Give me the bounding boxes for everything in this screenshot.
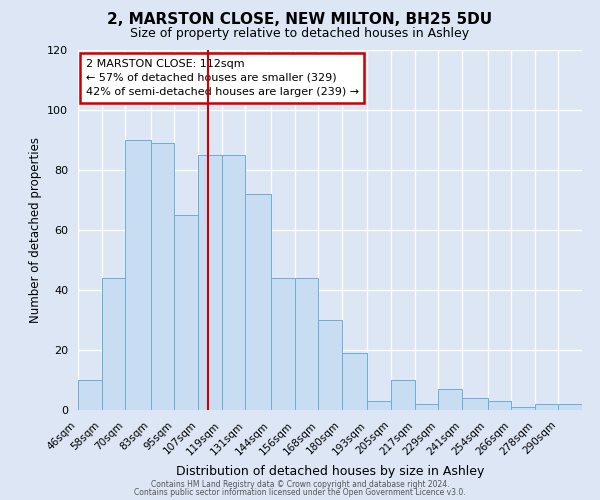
Bar [101, 278, 125, 410]
Text: Size of property relative to detached houses in Ashley: Size of property relative to detached ho… [130, 28, 470, 40]
Bar [487, 401, 511, 410]
Bar [175, 215, 198, 410]
Bar [415, 404, 438, 410]
Bar [462, 398, 487, 410]
Bar [342, 353, 367, 410]
Bar [318, 320, 342, 410]
Bar [391, 380, 415, 410]
Bar [438, 389, 462, 410]
Y-axis label: Number of detached properties: Number of detached properties [29, 137, 41, 323]
Bar [125, 140, 151, 410]
Bar [271, 278, 295, 410]
Bar [511, 407, 535, 410]
Bar [367, 401, 391, 410]
Bar [245, 194, 271, 410]
Text: Contains HM Land Registry data © Crown copyright and database right 2024.: Contains HM Land Registry data © Crown c… [151, 480, 449, 489]
Text: Contains public sector information licensed under the Open Government Licence v3: Contains public sector information licen… [134, 488, 466, 497]
Bar [222, 155, 245, 410]
Text: 2, MARSTON CLOSE, NEW MILTON, BH25 5DU: 2, MARSTON CLOSE, NEW MILTON, BH25 5DU [107, 12, 493, 28]
Bar [198, 155, 222, 410]
Bar [151, 143, 175, 410]
Bar [559, 404, 582, 410]
Bar [535, 404, 559, 410]
Bar [295, 278, 318, 410]
Bar [78, 380, 101, 410]
Text: 2 MARSTON CLOSE: 112sqm
← 57% of detached houses are smaller (329)
42% of semi-d: 2 MARSTON CLOSE: 112sqm ← 57% of detache… [86, 59, 359, 97]
X-axis label: Distribution of detached houses by size in Ashley: Distribution of detached houses by size … [176, 465, 484, 478]
